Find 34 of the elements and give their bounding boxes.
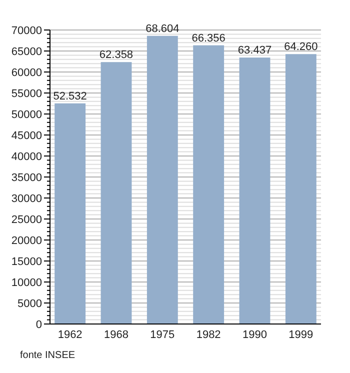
x-tick-label: 1968 xyxy=(104,329,128,341)
y-tick-label: 45000 xyxy=(11,130,42,142)
bar xyxy=(285,54,316,324)
y-tick-label: 10000 xyxy=(11,276,42,289)
y-tick-label: 40000 xyxy=(11,150,42,163)
data-label: 63.437 xyxy=(238,44,272,57)
data-label: 64.260 xyxy=(284,41,318,54)
data-label: 62.358 xyxy=(99,49,134,62)
y-tick-label: 0 xyxy=(36,318,42,331)
y-tick-label: 60000 xyxy=(11,66,42,79)
bar xyxy=(54,103,86,324)
x-tick-label: 1990 xyxy=(242,329,267,341)
y-tick-label: 70000 xyxy=(11,24,42,37)
bar xyxy=(146,36,178,324)
x-tick-label: 1975 xyxy=(150,329,175,341)
data-label: 52.532 xyxy=(53,90,87,102)
data-label: 68.604 xyxy=(146,22,180,35)
x-tick-label: 1999 xyxy=(288,329,314,341)
y-tick-label: 55000 xyxy=(11,88,42,100)
y-tick-label: 15000 xyxy=(11,256,42,268)
bar xyxy=(100,62,132,324)
source-note: fonte INSEE xyxy=(20,350,76,361)
data-label: 66.356 xyxy=(192,32,226,44)
y-tick-label: 30000 xyxy=(11,192,42,205)
y-tick-label: 50000 xyxy=(11,108,42,121)
bar xyxy=(239,58,270,324)
y-tick-label: 20000 xyxy=(11,234,42,247)
x-tick-label: 1982 xyxy=(196,329,221,341)
y-tick-label: 65000 xyxy=(11,46,42,58)
y-tick-label: 25000 xyxy=(11,214,42,226)
y-tick-label: 35000 xyxy=(11,172,42,184)
x-tick-label: 1962 xyxy=(58,329,82,341)
y-tick-label: 5000 xyxy=(18,298,42,310)
bar xyxy=(193,45,224,324)
